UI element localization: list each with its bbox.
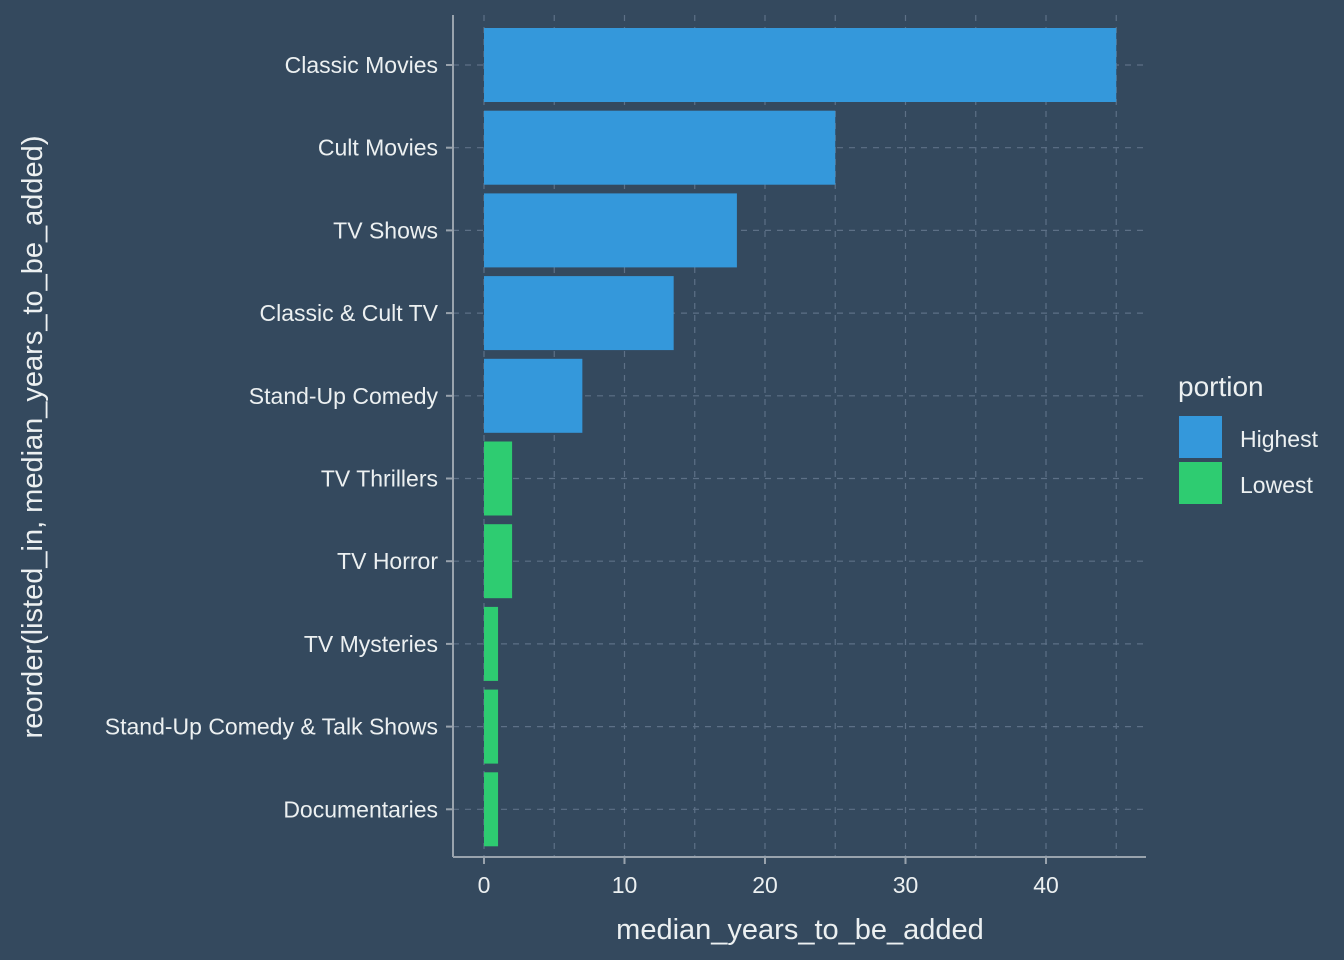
axes (452, 15, 1146, 858)
y-tick-label: Documentaries (283, 796, 438, 822)
y-tick-label: Stand-Up Comedy (249, 383, 439, 409)
legend-label: Highest (1240, 426, 1319, 452)
legend: portion Highest Lowest (1178, 371, 1319, 504)
y-tick-labels: Classic Movies Cult Movies TV Shows Classic… (105, 52, 453, 822)
x-tick-labels: 0 10 20 30 40 (478, 857, 1059, 898)
bar (484, 193, 737, 268)
y-tick-label: TV Shows (333, 217, 438, 243)
y-tick-label: Classic Movies (285, 52, 438, 78)
y-tick-label: TV Mysteries (304, 631, 438, 657)
x-tick-label: 40 (1033, 872, 1059, 898)
bar (484, 689, 499, 764)
bar (484, 772, 499, 847)
y-tick-label: Cult Movies (318, 135, 438, 161)
legend-entries: Highest Lowest (1179, 416, 1319, 504)
legend-title: portion (1178, 371, 1264, 402)
y-tick-label: Stand-Up Comedy & Talk Shows (105, 714, 438, 740)
bar (484, 358, 583, 433)
y-tick-label: TV Thrillers (321, 466, 438, 492)
x-tick-label: 30 (893, 872, 919, 898)
legend-swatch (1179, 462, 1222, 504)
x-tick-label: 0 (478, 872, 491, 898)
bar (484, 28, 1117, 102)
bars (484, 28, 1117, 847)
x-tick-label: 10 (612, 872, 638, 898)
bar (484, 110, 836, 185)
y-tick-label: TV Horror (337, 548, 438, 574)
bar (484, 606, 499, 681)
x-axis-title: median_years_to_be_added (616, 914, 984, 946)
bar (484, 441, 513, 516)
legend-swatch (1179, 416, 1222, 458)
bar (484, 524, 513, 599)
bar (484, 276, 674, 351)
y-tick-label: Classic & Cult TV (259, 300, 438, 326)
legend-label: Lowest (1240, 472, 1313, 498)
y-axis-title: reorder(listed_in, median_years_to_be_ad… (17, 136, 49, 739)
x-tick-label: 20 (752, 872, 778, 898)
